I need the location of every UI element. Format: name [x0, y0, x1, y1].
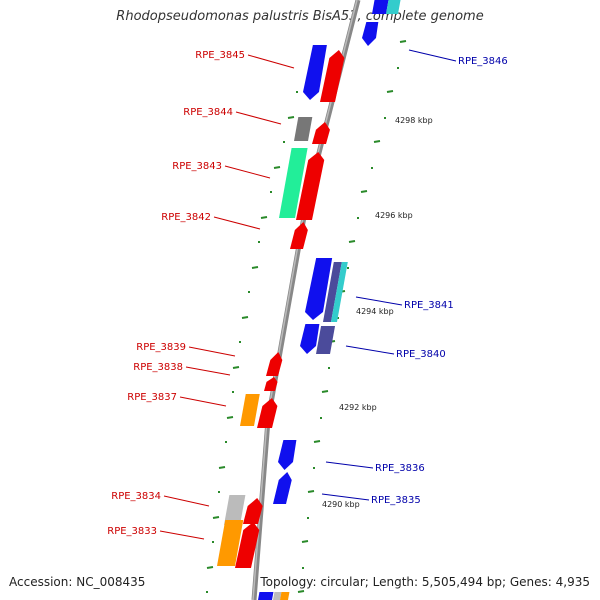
tick-mark: [206, 566, 214, 569]
gene-block: [279, 148, 308, 218]
tick-mark: [273, 166, 281, 169]
kbp-label: 4294 kbp: [356, 307, 394, 316]
leader-line: [235, 111, 282, 125]
tick-mark: [386, 90, 394, 93]
gene-block: [290, 222, 308, 249]
gene-block: [323, 262, 342, 322]
tick-mark: [287, 116, 295, 119]
leader-line: [188, 346, 236, 357]
gene-blocks: [217, 0, 401, 600]
gene-label-right: RPE_3836: [375, 463, 425, 474]
tick-mark: [226, 416, 234, 419]
tick-mark: [260, 216, 268, 219]
tick-mark: [301, 540, 309, 543]
gene-block: [273, 592, 282, 600]
gene-label-left: RPE_3838: [133, 362, 183, 373]
gene-block: [264, 377, 278, 391]
leader-line: [163, 495, 210, 507]
tick-mark: [373, 140, 381, 143]
tick-mark: [360, 190, 368, 193]
gene-label-left: RPE_3833: [107, 526, 157, 537]
gene-block: [294, 117, 313, 141]
gene-block: [320, 50, 345, 102]
leader-line: [408, 49, 457, 62]
gene-label-left: RPE_3834: [111, 491, 161, 502]
leader-line: [159, 530, 205, 540]
leader-line: [179, 396, 227, 407]
gene-block: [386, 0, 401, 14]
gene-block: [316, 326, 336, 354]
accession-label: Accession: NC_008435: [9, 575, 146, 589]
gene-label-right: RPE_3840: [396, 349, 446, 360]
label-leaders: [159, 49, 457, 540]
gene-block: [312, 122, 330, 144]
gene-block: [217, 520, 244, 566]
leader-line: [213, 216, 261, 230]
gene-block: [280, 592, 290, 600]
gene-label-right: RPE_3846: [458, 56, 508, 67]
gene-block: [258, 592, 274, 600]
gene-block: [372, 0, 389, 14]
tick-mark: [241, 316, 249, 319]
tick-mark: [348, 240, 356, 243]
gene-block: [273, 472, 292, 504]
tick-mark: [251, 266, 259, 269]
leader-line: [345, 345, 395, 355]
tick-mark: [321, 390, 329, 393]
kbp-label: 4292 kbp: [339, 403, 377, 412]
leader-line: [325, 461, 374, 469]
genome-summary: Topology: circular; Length: 5,505,494 bp…: [260, 575, 590, 589]
tick-mark: [307, 490, 315, 493]
gene-block: [331, 262, 348, 322]
gene-block: [300, 324, 320, 354]
gene-block: [305, 258, 333, 320]
gene-label-right: RPE_3841: [404, 300, 454, 311]
leader-line: [224, 165, 271, 179]
tick-mark: [297, 590, 305, 593]
gene-label-right: RPE_3835: [371, 495, 421, 506]
leader-line: [321, 493, 370, 501]
kbp-label: 4290 kbp: [322, 500, 360, 509]
gene-block: [257, 398, 278, 428]
gene-block: [240, 394, 260, 426]
gene-block: [243, 498, 263, 524]
gene-block: [296, 152, 325, 220]
gene-label-left: RPE_3845: [195, 50, 245, 61]
gene-labels: RPE_3845 RPE_3844 RPE_3843 RPE_3842 RPE_3839…: [107, 50, 508, 537]
tick-mark: [313, 440, 321, 443]
gene-label-left: RPE_3839: [136, 342, 186, 353]
tick-mark: [232, 366, 240, 369]
gene-block: [224, 495, 246, 525]
tick-mark: [399, 40, 407, 43]
kbp-labels: 4298 kbp 4296 kbp 4294 kbp 4292 kbp 4290 kbp: [322, 116, 433, 509]
gene-label-left: RPE_3844: [183, 107, 233, 118]
tick-mark: [212, 516, 220, 519]
leader-line: [355, 296, 403, 306]
gene-block: [278, 440, 297, 470]
leader-line: [185, 366, 231, 376]
kbp-label: 4298 kbp: [395, 116, 433, 125]
leader-line: [247, 54, 295, 69]
gene-block: [235, 522, 260, 568]
tick-mark: [218, 466, 226, 469]
gene-block: [362, 22, 379, 46]
gene-block: [266, 352, 283, 376]
gene-label-left: RPE_3842: [161, 212, 211, 223]
gene-block: [303, 45, 327, 100]
gene-label-left: RPE_3843: [172, 161, 222, 172]
kbp-label: 4296 kbp: [375, 211, 413, 220]
gene-label-left: RPE_3837: [127, 392, 177, 403]
